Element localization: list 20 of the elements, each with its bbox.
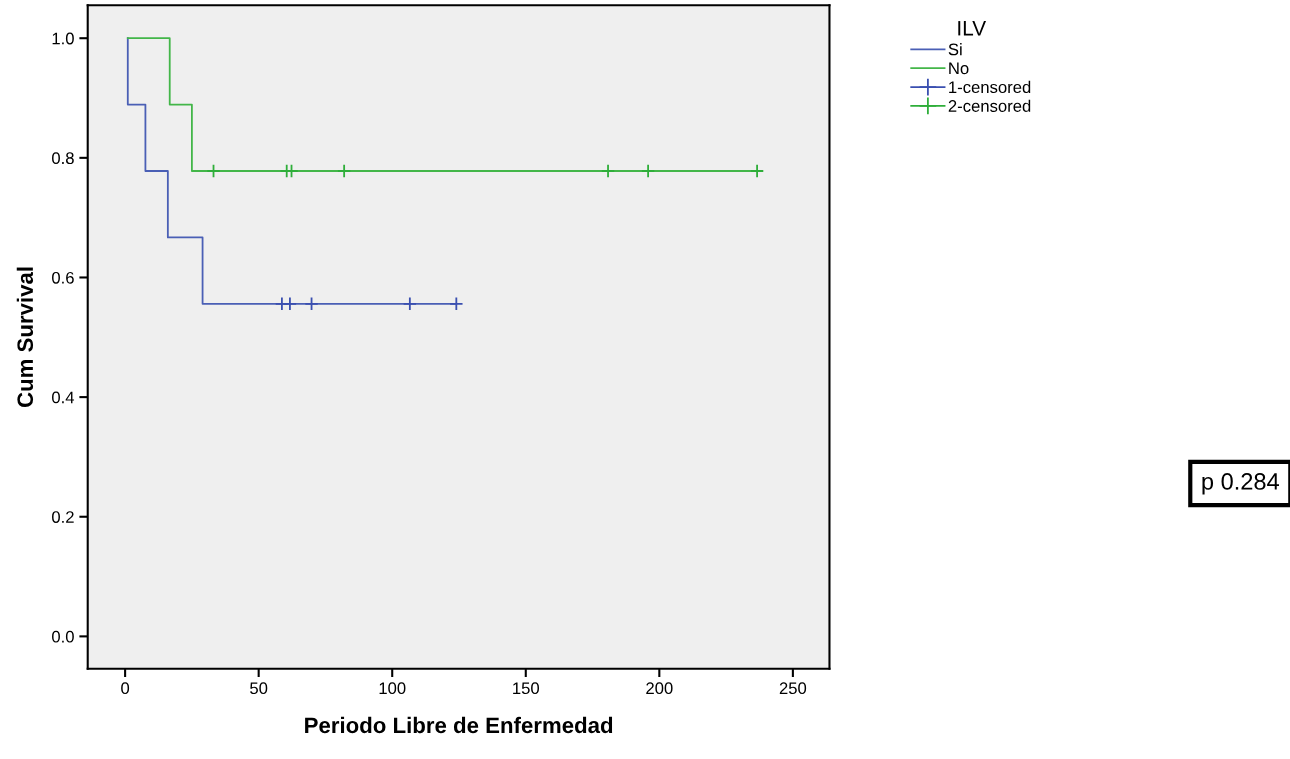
legend-title: ILV <box>958 21 987 36</box>
legend-label: 1-censored <box>949 80 1031 94</box>
x-tick-label: 250 <box>779 682 807 695</box>
x-tick-label: 150 <box>513 682 540 695</box>
legend-label: 2-censored <box>948 99 1031 112</box>
legend-label: No <box>949 62 969 75</box>
legend-label: Si <box>948 43 962 56</box>
y-tick-label: 1.0 <box>52 32 74 45</box>
x-axis-title: Periodo Libre de Enfermedad <box>305 716 613 734</box>
y-tick-label: 0.4 <box>52 391 75 404</box>
y-tick-label: 0.6 <box>52 271 74 284</box>
text: p 0.284 <box>1202 473 1279 495</box>
x-tick-label: 200 <box>646 682 673 695</box>
x-tick-label: 100 <box>379 682 406 695</box>
x-tick-label: 0 <box>121 682 130 695</box>
x-tick-label: 50 <box>250 682 268 695</box>
y-axis-title: Cum Survival <box>16 267 34 408</box>
y-tick-label: 0.8 <box>52 152 74 165</box>
y-tick-label: 0.0 <box>52 630 74 643</box>
y-tick-label: 0.2 <box>52 511 74 523</box>
